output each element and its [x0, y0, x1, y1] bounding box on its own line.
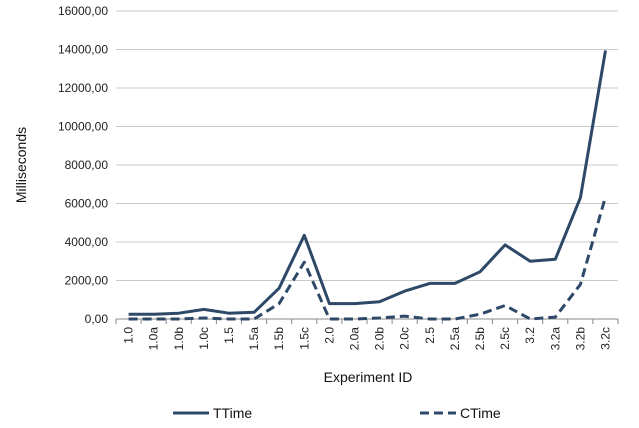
x-tick-label: 2.0a — [347, 327, 361, 351]
gridlines — [116, 10, 618, 320]
y-tick-label: 12000,00 — [58, 81, 108, 95]
x-tick-label: 3.2b — [573, 327, 587, 351]
series-lines — [128, 50, 607, 321]
y-tick-label: 8000,00 — [65, 158, 109, 172]
x-tick-label: 1.0b — [172, 327, 186, 351]
y-tick-label: 16000,00 — [58, 4, 108, 18]
x-tick-label: 3.2 — [523, 327, 537, 344]
legend-label-ctime: CTime — [460, 405, 501, 421]
y-tick-label: 6000,00 — [65, 197, 109, 211]
x-tick-label: 3.2c — [598, 327, 612, 350]
y-axis-title: Milliseconds — [13, 127, 29, 203]
x-tick-label: 2.5 — [423, 327, 437, 344]
series-line-ttime — [128, 50, 607, 316]
series-line-ctime — [128, 196, 607, 321]
x-axis-tick-labels: 1.0 1.0a 1.0b 1.0c 1.5 1.5a 1.5b 1.5c 2.0 2.0a 2.0… — [122, 327, 613, 351]
y-tick-label: 10000,00 — [58, 120, 108, 134]
x-tick-label: 1.0a — [147, 327, 161, 351]
x-tick-label: 2.5a — [448, 327, 462, 351]
y-tick-label: 2000,00 — [65, 274, 109, 288]
x-tick-label: 2.5b — [473, 327, 487, 351]
x-axis-title: Experiment ID — [324, 369, 413, 385]
x-tick-label: 1.0c — [197, 327, 211, 350]
x-tick-label: 1.5 — [222, 327, 236, 344]
y-axis-tick-labels: 0,00 2000,00 4000,00 6000,00 8000,00 10000,00… — [58, 4, 108, 326]
x-tick-label: 2.0c — [398, 327, 412, 350]
x-tick-label: 3.2a — [548, 327, 562, 351]
x-tick-label: 2.0 — [322, 327, 336, 344]
y-tick-label: 4000,00 — [65, 235, 109, 249]
y-tick-label: 14000,00 — [58, 43, 108, 57]
x-tick-label: 2.5c — [498, 327, 512, 350]
x-tick-label: 1.5a — [247, 327, 261, 351]
y-tick-label: 0,00 — [85, 312, 109, 326]
legend: TTime CTime — [173, 405, 501, 421]
x-tick-label: 2.0b — [373, 327, 387, 351]
legend-label-ttime: TTime — [213, 405, 252, 421]
x-tick-label: 1.5c — [297, 327, 311, 350]
x-tick-label: 1.5b — [272, 327, 286, 351]
x-tick-label: 1.0 — [122, 327, 136, 344]
